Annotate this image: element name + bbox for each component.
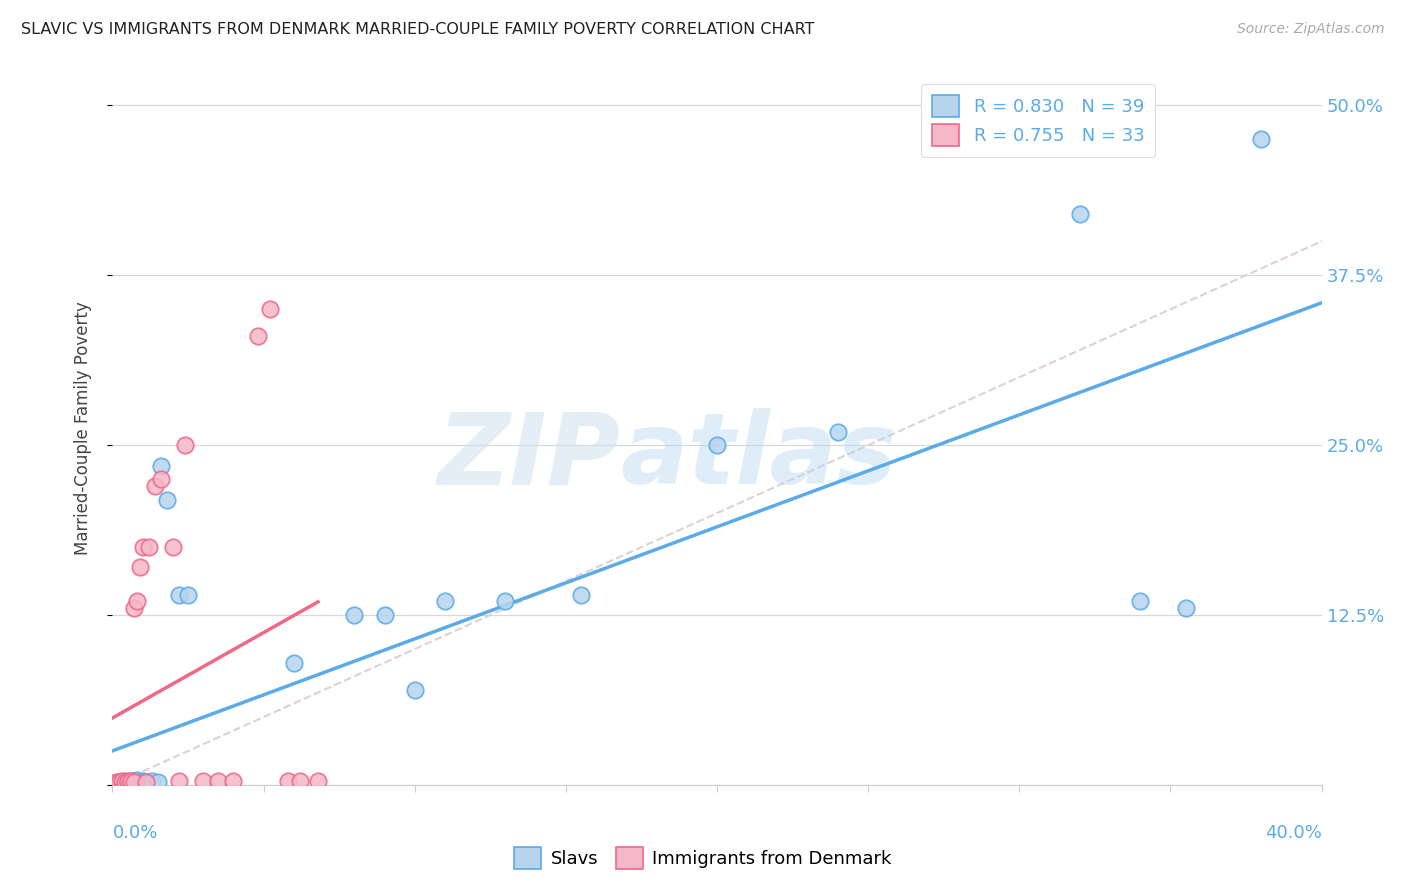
Point <box>120 775 142 789</box>
Point <box>107 775 129 789</box>
Point <box>569 588 592 602</box>
Point <box>222 773 245 788</box>
Point <box>114 776 136 790</box>
Point <box>132 540 155 554</box>
Point <box>107 776 129 790</box>
Point <box>495 594 517 608</box>
Point <box>114 775 136 789</box>
Point <box>343 608 366 623</box>
Point <box>114 776 136 790</box>
Point <box>117 773 139 788</box>
Point <box>108 775 131 789</box>
Point <box>246 329 269 343</box>
Point <box>827 425 849 439</box>
Point <box>177 588 200 602</box>
Point <box>283 656 305 670</box>
Text: Source: ZipAtlas.com: Source: ZipAtlas.com <box>1237 22 1385 37</box>
Point <box>122 775 145 789</box>
Point <box>143 479 166 493</box>
Point <box>433 594 456 608</box>
Text: 0.0%: 0.0% <box>112 824 157 842</box>
Point <box>125 594 148 608</box>
Point <box>207 773 229 788</box>
Point <box>132 773 155 788</box>
Point <box>288 773 311 788</box>
Point <box>105 776 128 790</box>
Y-axis label: Married-Couple Family Poverty: Married-Couple Family Poverty <box>73 301 91 555</box>
Point <box>706 438 728 452</box>
Point <box>149 472 172 486</box>
Point <box>122 601 145 615</box>
Legend: Slavs, Immigrants from Denmark: Slavs, Immigrants from Denmark <box>508 839 898 876</box>
Point <box>404 682 426 697</box>
Point <box>1174 601 1197 615</box>
Text: 40.0%: 40.0% <box>1265 824 1322 842</box>
Point <box>114 775 136 789</box>
Point <box>120 773 142 788</box>
Point <box>191 773 214 788</box>
Point <box>103 776 125 790</box>
Point <box>120 773 142 788</box>
Point <box>101 776 124 790</box>
Point <box>1129 594 1152 608</box>
Point <box>156 492 179 507</box>
Point <box>162 540 184 554</box>
Point <box>110 775 132 789</box>
Point <box>146 775 169 789</box>
Point <box>1250 132 1272 146</box>
Point <box>307 773 329 788</box>
Point <box>107 775 129 789</box>
Point <box>110 773 132 788</box>
Point <box>120 775 142 789</box>
Point <box>104 776 127 790</box>
Point <box>1069 207 1091 221</box>
Point <box>167 773 190 788</box>
Point <box>110 776 132 790</box>
Point <box>167 588 190 602</box>
Text: SLAVIC VS IMMIGRANTS FROM DENMARK MARRIED-COUPLE FAMILY POVERTY CORRELATION CHAR: SLAVIC VS IMMIGRANTS FROM DENMARK MARRIE… <box>21 22 814 37</box>
Point <box>114 773 136 788</box>
Point <box>117 776 139 790</box>
Point <box>104 775 127 789</box>
Point <box>135 775 157 789</box>
Point <box>259 302 281 317</box>
Point <box>135 775 157 789</box>
Point <box>138 540 160 554</box>
Point <box>174 438 197 452</box>
Point <box>117 775 139 789</box>
Point <box>149 458 172 473</box>
Legend: R = 0.830   N = 39, R = 0.755   N = 33: R = 0.830 N = 39, R = 0.755 N = 33 <box>921 84 1156 157</box>
Point <box>141 773 163 788</box>
Point <box>104 776 127 790</box>
Point <box>374 608 396 623</box>
Point <box>110 775 132 789</box>
Point <box>122 775 145 789</box>
Point <box>117 775 139 789</box>
Point <box>125 772 148 787</box>
Point <box>277 773 299 788</box>
Point <box>128 560 150 574</box>
Text: atlas: atlas <box>620 409 897 505</box>
Point <box>122 773 145 788</box>
Point <box>128 775 150 789</box>
Text: ZIP: ZIP <box>437 409 620 505</box>
